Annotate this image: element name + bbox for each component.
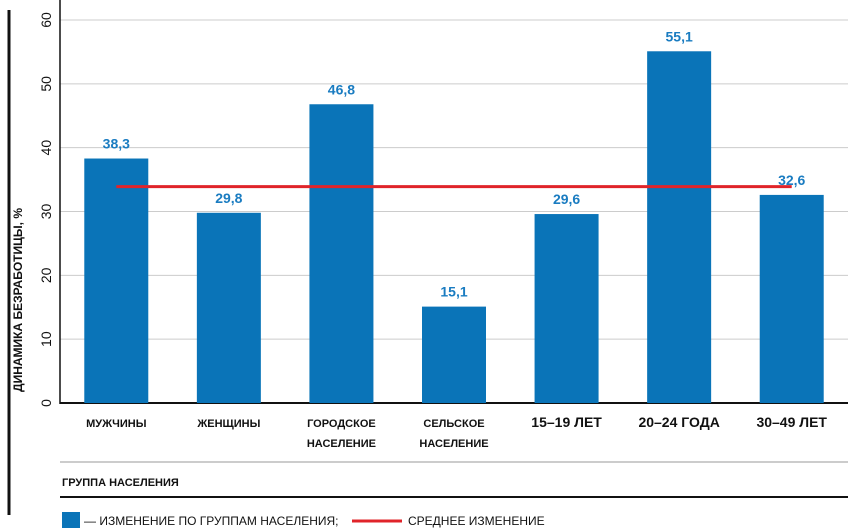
category-label: ГОРОДСКОЕ [307, 418, 376, 430]
bar [84, 158, 149, 403]
category-label: 15–19 ЛЕТ [531, 414, 602, 430]
data-label: 46,8 [328, 81, 355, 97]
bar [196, 212, 261, 403]
bar [647, 51, 712, 404]
category-label: 30–49 ЛЕТ [756, 414, 827, 430]
y-axis-label: ДИНАМИКА БЕЗРАБОТИЦЫ, % [11, 208, 25, 392]
data-labels: 38,3 29,8 46,8 15,1 29,6 55,1 32,6 [103, 28, 806, 299]
legend-bar-swatch [62, 512, 80, 528]
category-label: НАСЕЛЕНИЕ [419, 438, 488, 450]
y-tick-label: 0 [38, 399, 54, 407]
bars [84, 51, 824, 404]
y-tick-label: 30 [38, 204, 54, 220]
x-axis-label: ГРУППА НАСЕЛЕНИЯ [62, 477, 179, 489]
data-label: 38,3 [103, 136, 130, 152]
y-tick-label: 20 [38, 267, 54, 283]
category-label: 20–24 ГОДА [638, 414, 719, 430]
data-label: 55,1 [666, 28, 693, 44]
bar [759, 194, 824, 403]
legend-line-text: СРЕДНЕЕ ИЗМЕНЕНИЕ [408, 514, 545, 528]
data-label: 32,6 [778, 172, 805, 188]
y-tick-label: 40 [38, 140, 54, 156]
y-tick-label: 60 [38, 12, 54, 28]
data-label: 29,6 [553, 191, 580, 207]
y-tick-labels: 0 10 20 30 40 50 60 [38, 12, 54, 407]
bar [422, 306, 486, 403]
category-labels: МУЖЧИНЫ ЖЕНЩИНЫ ГОРОДСКОЕ НАСЕЛЕНИЕ СЕЛЬСКОЕ… [86, 414, 827, 450]
category-label: СЕЛЬСКОЕ [423, 418, 484, 430]
y-tick-label: 50 [38, 76, 54, 92]
bar [534, 214, 599, 403]
legend-bar-text: — ИЗМЕНЕНИЕ ПО ГРУППАМ НАСЕЛЕНИЯ; [84, 514, 339, 528]
data-label: 29,8 [215, 190, 242, 206]
bar [309, 104, 374, 403]
y-tick-label: 10 [38, 331, 54, 347]
category-label: ЖЕНЩИНЫ [196, 418, 260, 430]
data-label: 15,1 [440, 284, 467, 300]
category-label: НАСЕЛЕНИЕ [307, 438, 376, 450]
category-label: МУЖЧИНЫ [86, 418, 147, 430]
